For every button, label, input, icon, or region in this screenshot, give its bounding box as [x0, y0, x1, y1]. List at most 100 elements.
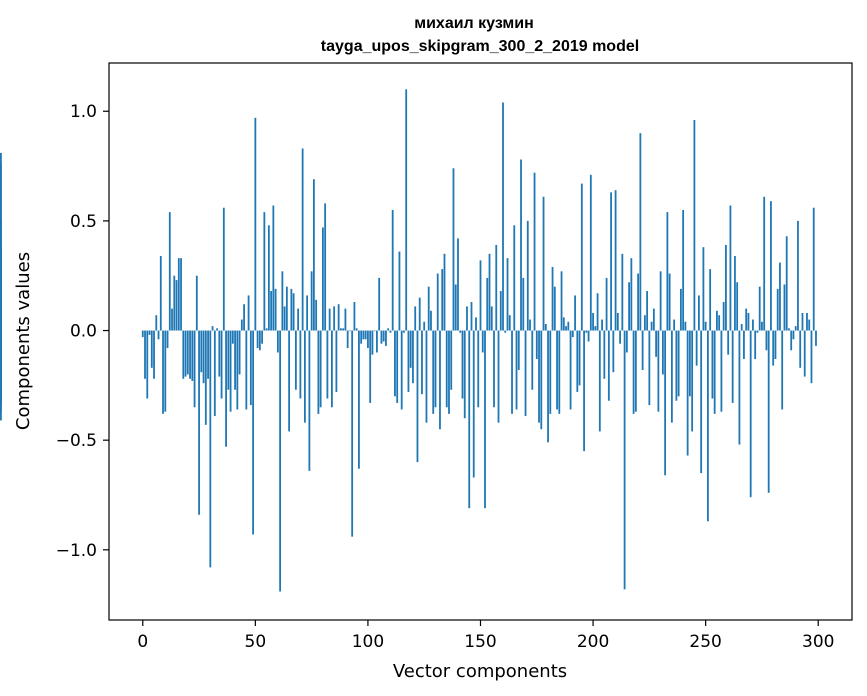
bar-component-66: [290, 288, 293, 331]
bar-component-237: [675, 330, 678, 401]
x-tick-label: 250: [689, 632, 721, 652]
bar-component-29: [207, 330, 209, 379]
bar-component-65: [288, 330, 291, 432]
bar-component-236: [673, 319, 676, 331]
bar-component-105: [378, 277, 381, 331]
bar-component-215: [625, 330, 628, 353]
bar-component-288: [790, 330, 793, 351]
plot-frame: [108, 62, 853, 621]
bar-component-31: [211, 326, 214, 331]
bar-component-151: [481, 330, 484, 353]
y-axis-label: Components values: [13, 252, 34, 430]
x-axis-ticks: 0 50 100 150 200 250 300: [137, 620, 834, 652]
bar-component-223: [643, 315, 646, 331]
bar-component-14: [173, 275, 176, 331]
bar-component-286: [785, 236, 788, 331]
bar-component-285: [783, 284, 786, 331]
bar-component-88: [340, 328, 342, 331]
bar-component-28: [204, 330, 207, 425]
bar-component-269: [747, 312, 750, 331]
bar-component-182: [551, 266, 554, 331]
bar-component-34: [218, 330, 221, 377]
bar-component-224: [646, 291, 649, 331]
bar-component-227: [652, 308, 655, 331]
bar-component-246: [695, 330, 698, 366]
bar-component-96: [358, 330, 360, 469]
bar-component-201: [594, 326, 597, 331]
y-tick-label: 0.5: [70, 212, 97, 232]
bar-component-258: [722, 302, 725, 331]
bar-component-68: [294, 330, 297, 390]
bar-component-270: [749, 330, 752, 498]
bar-component-0: [141, 330, 144, 338]
x-tick-label: 50: [245, 632, 267, 652]
bar-component-214: [623, 330, 626, 590]
y-tick-label: 1.0: [70, 102, 97, 122]
bar-component-undefined: [0, 302, 2, 331]
bar-component-220: [637, 273, 640, 331]
bar-component-281: [774, 330, 777, 360]
bar-component-19: [184, 330, 187, 377]
bar-component-22: [191, 330, 194, 381]
bar-component-262: [731, 330, 734, 403]
bar-component-80: [321, 227, 324, 331]
bar-component-58: [272, 205, 275, 331]
bar-component-39: [229, 330, 232, 412]
bar-component-129: [432, 330, 435, 414]
bar-component-50: [254, 117, 257, 331]
bar-component-188: [565, 326, 567, 331]
bar-component-144: [466, 306, 468, 331]
bar-component-5: [153, 330, 155, 379]
bar-component-295: [806, 312, 808, 331]
bar-component-245: [693, 120, 696, 331]
bar-component-187: [562, 317, 565, 331]
bar-component-35: [220, 330, 223, 399]
bar-component-163: [508, 315, 511, 331]
bar-component-239: [679, 288, 682, 331]
bar-component-143: [463, 330, 466, 419]
bar-component-289: [792, 330, 795, 340]
bar-component-175: [535, 330, 538, 360]
bar-component-234: [668, 273, 671, 331]
bar-component-7: [157, 330, 160, 340]
bar-component-298: [812, 207, 815, 331]
bar-component-93: [351, 330, 354, 537]
bar-component-208: [610, 192, 612, 331]
bar-component-260: [727, 330, 730, 355]
bar-component-211: [616, 312, 619, 331]
y-tick-label: −1.0: [56, 541, 97, 561]
bar-component-48: [249, 330, 252, 406]
bar-component-71: [301, 148, 304, 331]
bar-component-162: [506, 258, 509, 331]
bar-component-6: [155, 315, 158, 331]
bar-component-150: [479, 260, 482, 331]
bar-component-18: [182, 330, 185, 379]
bar-component-15: [175, 280, 178, 331]
bar-component-147: [472, 330, 475, 478]
bar-component-122: [416, 330, 419, 463]
x-tick-label: 300: [802, 632, 834, 652]
bar-component-8: [159, 255, 162, 331]
bar-component-257: [720, 330, 723, 412]
bar-component-279: [770, 201, 772, 331]
bar-component-45: [243, 304, 245, 331]
bar-component-13: [171, 308, 173, 331]
bar-component-210: [614, 190, 617, 331]
bar-component-276: [763, 196, 766, 331]
bar-component-73: [306, 295, 309, 331]
x-axis-label: Vector components: [393, 661, 567, 682]
bar-component-235: [670, 330, 673, 423]
bar-component-219: [634, 330, 637, 412]
bar-component-54: [263, 212, 266, 331]
bar-component-42: [236, 330, 239, 410]
bar-component-38: [227, 330, 230, 390]
bar-component-152: [484, 330, 486, 509]
bar-component-27: [202, 330, 205, 384]
bar-component-168: [520, 159, 522, 331]
bar-component-266: [740, 323, 743, 331]
bar-component-202: [596, 293, 599, 331]
bar-component-161: [504, 330, 507, 333]
bar-component-170: [524, 330, 527, 417]
bar-component-69: [297, 308, 300, 331]
bar-component-111: [391, 209, 394, 331]
